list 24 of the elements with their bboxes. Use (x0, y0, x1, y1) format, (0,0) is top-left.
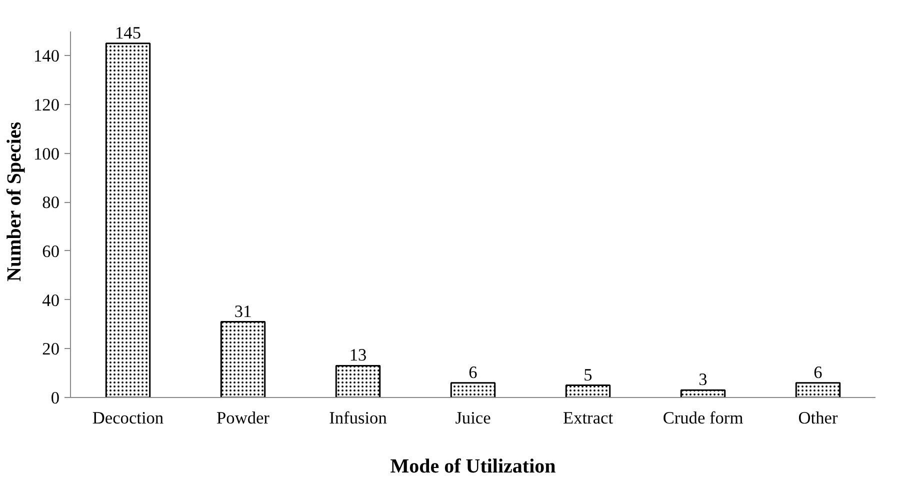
data-label: 145 (115, 23, 142, 42)
y-tick-label: 20 (42, 340, 60, 359)
y-tick-label: 120 (34, 95, 60, 114)
y-tick-label: 40 (42, 290, 60, 310)
y-axis-title: Number of Species (4, 122, 26, 282)
x-tick-label: Infusion (329, 408, 388, 428)
x-tick-label: Juice (455, 408, 492, 428)
data-label: 6 (814, 362, 823, 382)
data-label: 5 (584, 365, 592, 384)
y-tick-label: 140 (34, 46, 60, 66)
x-axis-title: Mode of Utilization (390, 456, 556, 478)
y-tick-label: 0 (50, 388, 60, 408)
x-tick-label: Other (798, 408, 838, 428)
data-label: 13 (349, 346, 367, 365)
y-tick-label: 80 (42, 193, 60, 212)
y-tick-label: 60 (42, 242, 60, 261)
x-tick-label: Extract (562, 408, 614, 428)
x-tick-label: Decoction (92, 408, 164, 428)
y-tick-label: 100 (34, 144, 60, 164)
data-label: 31 (234, 302, 252, 321)
data-label: 6 (468, 362, 478, 382)
data-label: 3 (698, 370, 708, 390)
x-tick-label: Crude form (662, 408, 744, 428)
x-tick-label: Powder (216, 408, 270, 428)
